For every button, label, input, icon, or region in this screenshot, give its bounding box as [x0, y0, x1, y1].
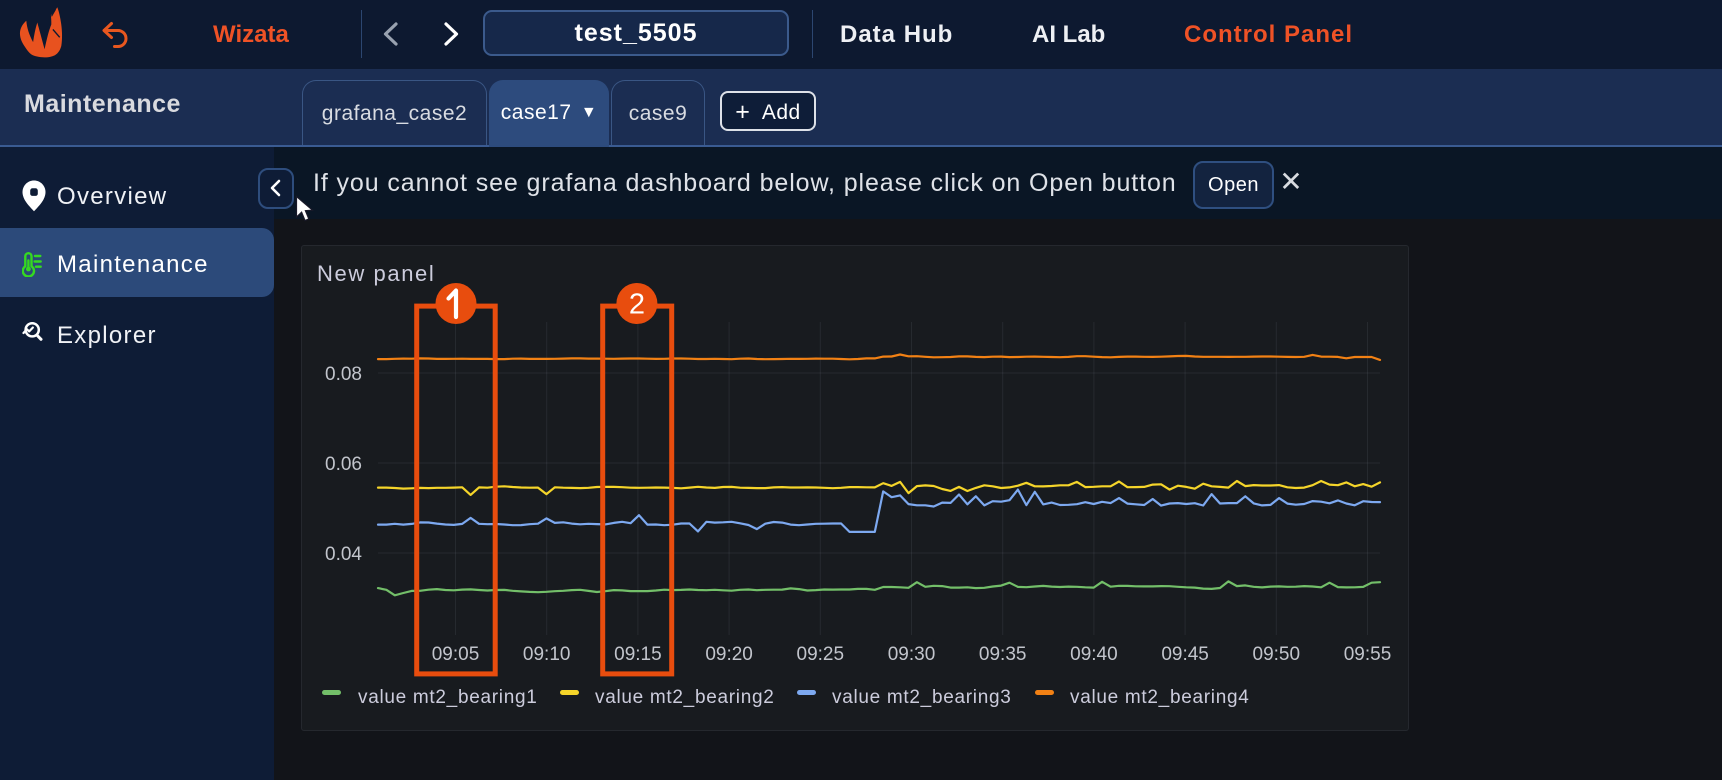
svg-text:09:50: 09:50	[1253, 644, 1301, 665]
svg-text:value mt2_bearing1: value mt2_bearing1	[358, 687, 538, 708]
svg-text:09:35: 09:35	[979, 644, 1027, 665]
svg-text:value mt2_bearing2: value mt2_bearing2	[595, 687, 775, 708]
svg-text:2: 2	[629, 289, 645, 321]
svg-text:09:15: 09:15	[614, 644, 662, 665]
svg-text:09:45: 09:45	[1161, 644, 1209, 665]
svg-text:0.06: 0.06	[325, 454, 362, 475]
svg-text:09:40: 09:40	[1070, 644, 1118, 665]
svg-text:09:10: 09:10	[523, 644, 571, 665]
svg-text:value mt2_bearing3: value mt2_bearing3	[832, 687, 1012, 708]
svg-text:0.08: 0.08	[325, 364, 362, 385]
svg-text:0.04: 0.04	[325, 544, 362, 565]
svg-text:value mt2_bearing4: value mt2_bearing4	[1070, 687, 1250, 708]
svg-text:09:55: 09:55	[1344, 644, 1392, 665]
svg-text:09:20: 09:20	[705, 644, 753, 665]
svg-text:09:05: 09:05	[432, 644, 480, 665]
svg-text:09:30: 09:30	[888, 644, 936, 665]
svg-text:09:25: 09:25	[797, 644, 845, 665]
